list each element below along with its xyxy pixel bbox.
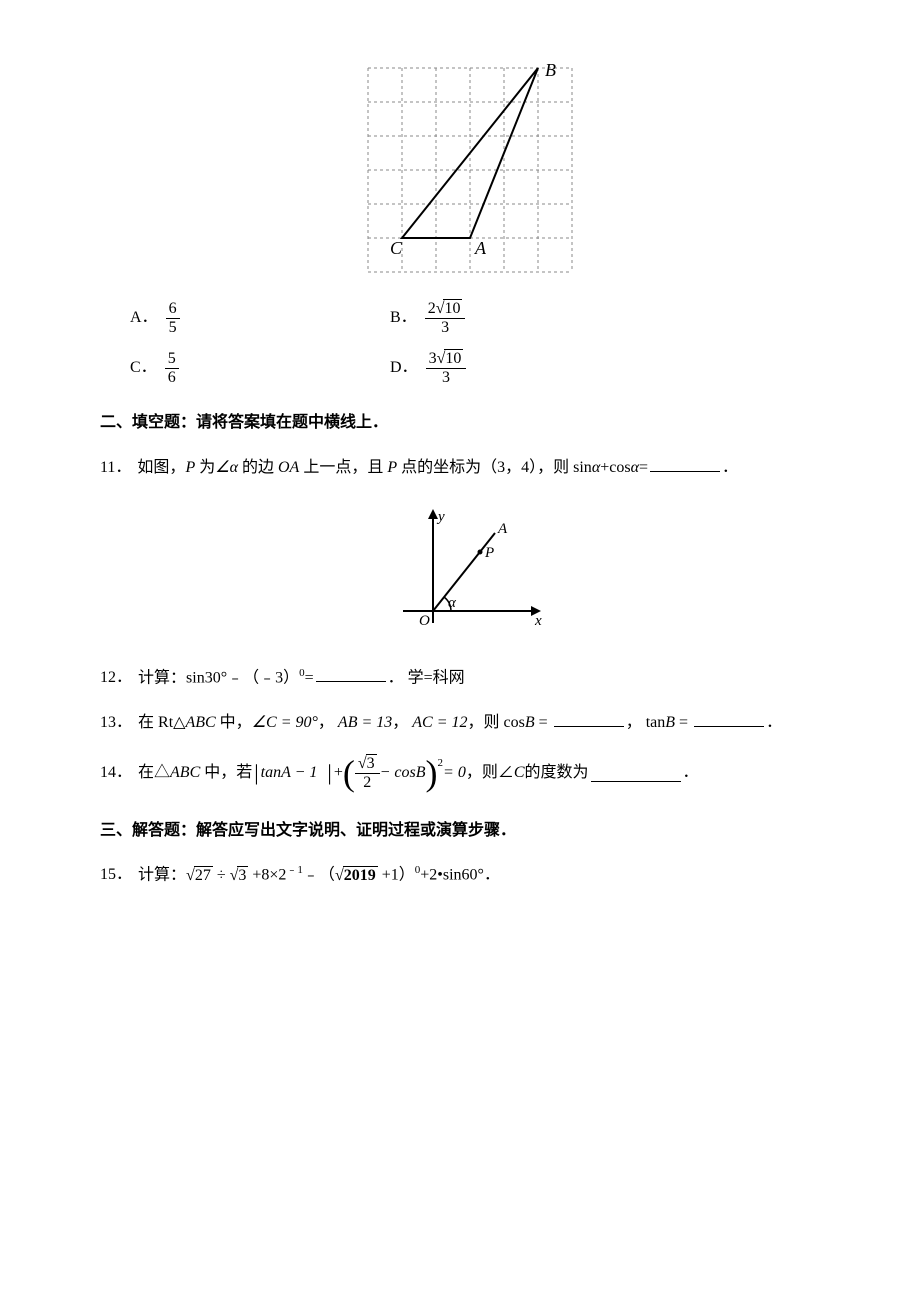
q12-body: 计算：sin30°﹣（﹣3）0=． 学=科网	[138, 663, 840, 694]
q11-num: 11．	[100, 453, 131, 483]
svg-text:x: x	[534, 613, 542, 629]
sqrt2019: 2019	[335, 861, 378, 891]
abs-bar-close: |	[327, 752, 331, 794]
question-13: 13． 在 Rt△ABC 中，∠C = 90°， AB = 13， AC = 1…	[100, 708, 840, 738]
option-D-letter: D．	[390, 353, 418, 383]
q12-num: 12．	[100, 663, 132, 694]
question-11: 11． 如图，P 为∠α 的边 OA 上一点，且 P 点的坐标为（3，4），则 …	[100, 453, 840, 483]
axes-svg: α O x y A P	[385, 503, 555, 643]
svg-text:P: P	[484, 545, 494, 561]
q13-num: 13．	[100, 708, 132, 738]
option-B-letter: B．	[390, 303, 417, 333]
option-C: C． 5 6	[130, 350, 390, 386]
option-A: A． 6 5	[130, 300, 390, 336]
grid-svg: B C A	[360, 60, 580, 280]
q11-blank[interactable]	[650, 454, 720, 472]
q14-body: 在△ABC 中，若 |tanA − 1 | + ( 3 2 − cosB )2 …	[138, 752, 840, 794]
question-12: 12． 计算：sin30°﹣（﹣3）0=． 学=科网	[100, 663, 840, 694]
grid-triangle-figure: B C A	[100, 60, 840, 280]
section-2-heading: 二、填空题：请将答案填在题中横线上．	[100, 408, 840, 438]
label-C: C	[390, 238, 403, 258]
q13-blank-2[interactable]	[694, 709, 764, 727]
svg-text:y: y	[436, 509, 445, 525]
axes-figure: α O x y A P	[100, 503, 840, 643]
q14-exp2: 2	[438, 753, 444, 774]
label-B: B	[545, 60, 556, 80]
option-B: B． 210 3	[390, 300, 650, 336]
abs-bar-open: |	[254, 752, 258, 794]
option-A-frac: 6 5	[166, 300, 180, 336]
section-3-heading: 三、解答题：解答应写出文字说明、证明过程或演算步骤．	[100, 816, 840, 846]
q11-body: 如图，P 为∠α 的边 OA 上一点，且 P 点的坐标为（3，4），则 sinα…	[137, 453, 840, 483]
q14-frac: 3 2	[355, 755, 380, 791]
option-A-letter: A．	[130, 303, 158, 333]
q15-body: 计算：27 ÷ 3 +8×2﹣1﹣（2019 +1）0+2•sin60°．	[138, 860, 840, 891]
q13-blank-1[interactable]	[554, 709, 624, 727]
options-row-1: A． 6 5 B． 210 3	[130, 300, 840, 336]
question-15: 15． 计算：27 ÷ 3 +8×2﹣1﹣（2019 +1）0+2•sin60°…	[100, 860, 840, 891]
option-C-frac: 5 6	[165, 350, 179, 386]
option-D: D． 310 3	[390, 350, 650, 386]
q14-num: 14．	[100, 758, 132, 788]
sqrt27: 27	[186, 861, 213, 891]
svg-text:O: O	[419, 613, 430, 629]
label-A: A	[474, 238, 487, 258]
question-14: 14． 在△ABC 中，若 |tanA − 1 | + ( 3 2 − cosB…	[100, 752, 840, 794]
options-row-2: C． 5 6 D． 310 3	[130, 350, 840, 386]
option-D-frac: 310 3	[426, 350, 467, 386]
q14-blank[interactable]	[591, 764, 681, 782]
q15-num: 15．	[100, 860, 132, 891]
sqrt3: 3	[230, 861, 249, 891]
svg-text:A: A	[497, 521, 508, 537]
option-B-frac: 210 3	[425, 300, 466, 336]
q12-blank[interactable]	[316, 665, 386, 683]
q12-watermark: 学=科网	[408, 669, 465, 686]
q13-body: 在 Rt△ABC 中，∠C = 90°， AB = 13， AC = 12，则 …	[138, 708, 840, 738]
option-C-letter: C．	[130, 353, 157, 383]
svg-text:α: α	[448, 595, 457, 611]
